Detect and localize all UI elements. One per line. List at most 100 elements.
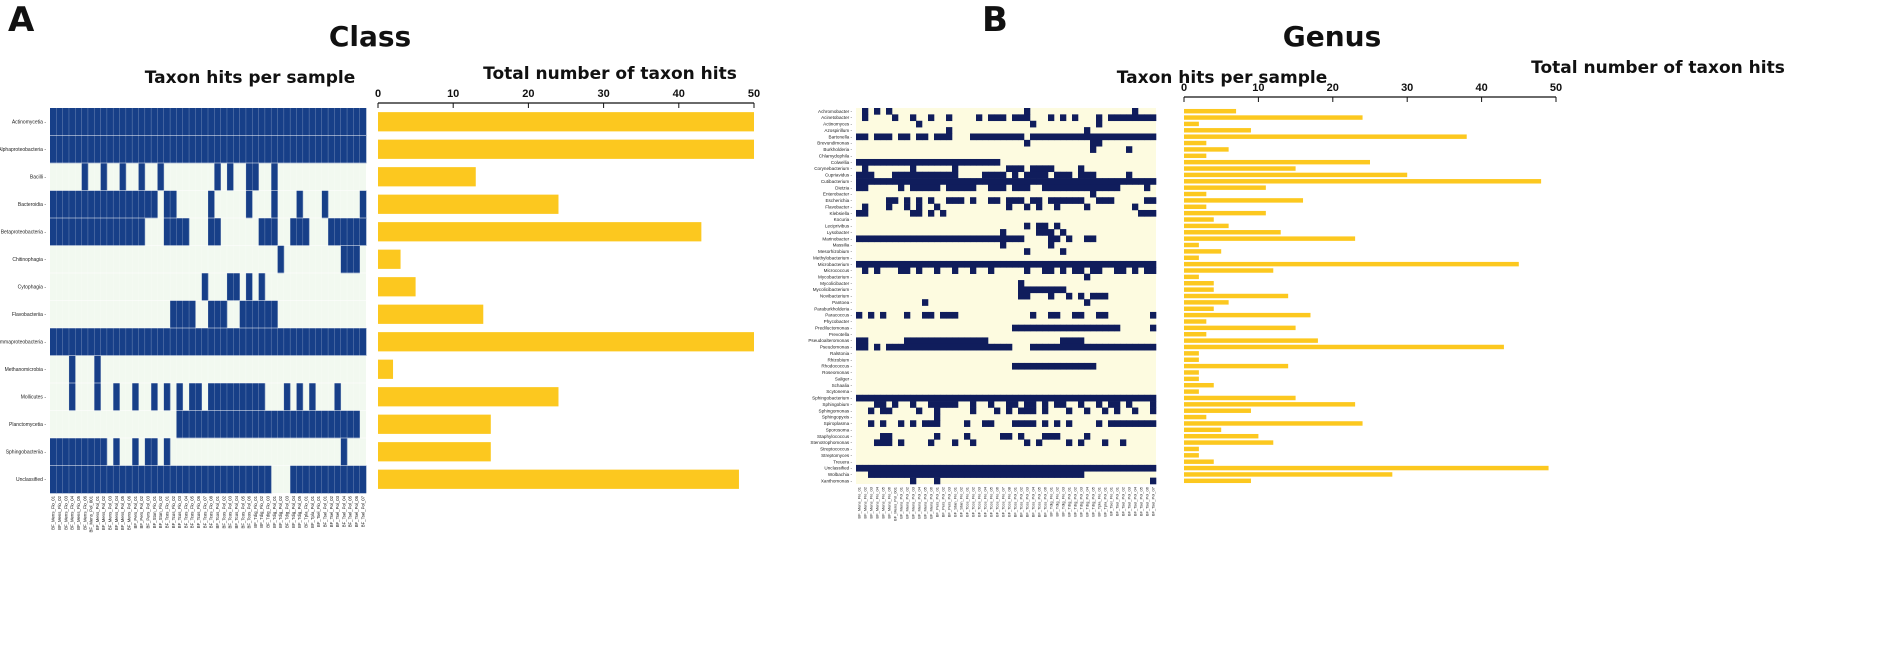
heatmap-a-cell	[163, 190, 171, 219]
heatmap-b-cell	[880, 133, 887, 141]
heatmap-a-cell	[170, 328, 177, 356]
heatmap-b-cell	[964, 433, 971, 440]
heatmap-b-cell	[952, 197, 959, 204]
heatmap-a-cell	[151, 108, 158, 136]
heatmap-a-column-label: BF_Tcos_Pol_02	[221, 495, 226, 528]
heatmap-b-cell	[946, 471, 953, 478]
heatmap-b-cell	[1030, 260, 1037, 268]
bar-b-bar	[1184, 459, 1214, 464]
heatmap-b-cell	[1018, 433, 1025, 440]
heatmap-a-cell	[258, 383, 266, 411]
heatmap-b-cell	[1096, 139, 1103, 147]
heatmap-b-cell	[1024, 184, 1031, 192]
heatmap-a-cell	[68, 328, 76, 356]
heatmap-a-cell	[220, 300, 228, 329]
heatmap-b-cell	[904, 197, 911, 204]
heatmap-b-cell	[1090, 133, 1097, 141]
heatmap-a-cell	[144, 328, 152, 356]
heatmap-b-cell	[976, 114, 983, 122]
heatmap-a-cell	[290, 465, 297, 494]
bar-b-bar	[1184, 268, 1274, 273]
heatmap-b-cell	[880, 401, 887, 408]
heatmap-b-cell	[940, 337, 947, 345]
heatmap-b-column-label: BF_Tcos_Pol_03	[1024, 486, 1029, 517]
heatmap-b-cell	[910, 464, 917, 472]
heatmap-b-column-label: BF_Mens_Pol_03	[910, 486, 915, 519]
heatmap-a-cell	[176, 218, 184, 246]
heatmap-b-cell	[1030, 394, 1037, 402]
heatmap-b-cell	[1060, 197, 1067, 204]
heatmap-b-cell	[916, 337, 923, 345]
heatmap-a-column-label: BF_Tdig_Pol_04	[291, 495, 296, 528]
heatmap-b-cell	[1132, 394, 1139, 402]
heatmap-b-cell	[1048, 292, 1055, 300]
heatmap-b-cell	[1126, 260, 1133, 268]
heatmap-b-column-label: BF_Stan_Flo_01	[952, 486, 957, 517]
heatmap-a-cell	[277, 328, 285, 356]
heatmap-b-cell	[940, 209, 947, 217]
heatmap-b-cell	[1126, 133, 1133, 141]
heatmap-b-cell	[946, 394, 953, 402]
heatmap-b-cell	[1150, 114, 1157, 122]
heatmap-b-cell	[1006, 471, 1013, 478]
heatmap-b-cell	[946, 235, 953, 243]
heatmap-b-cell	[1042, 394, 1049, 402]
heatmap-a-cell	[163, 383, 171, 411]
heatmap-a-cell	[283, 135, 291, 164]
heatmap-b-cell	[1150, 133, 1157, 141]
heatmap-b-cell	[898, 464, 905, 472]
heatmap-a-cell	[296, 410, 304, 439]
bar-b-bar	[1184, 433, 1259, 439]
heatmap-a-cell	[245, 273, 253, 301]
heatmap-b-cell	[1084, 184, 1091, 192]
heatmap-b-cell	[886, 433, 893, 440]
heatmap-a-cell	[214, 383, 221, 411]
heatmap-a-cell	[347, 108, 354, 136]
heatmap-a-cell	[163, 135, 171, 164]
heatmap-b-cell	[946, 401, 953, 408]
heatmap-b-cell	[1096, 401, 1103, 408]
heatmap-a-cell	[208, 410, 215, 439]
heatmap-a-cell	[68, 355, 76, 384]
heatmap-a-column-label: BF_Stan_Flo_01	[152, 495, 157, 528]
heatmap-b-cell	[1138, 209, 1145, 217]
heatmap-a-cell	[87, 108, 95, 136]
heatmap-a-cell	[94, 108, 101, 136]
heatmap-b-cell	[970, 260, 977, 268]
bar-b-bar	[1184, 147, 1229, 152]
heatmap-b-cell	[1036, 343, 1043, 351]
heatmap-b-row-label: Unclassified -	[824, 466, 852, 471]
heatmap-b-cell	[1018, 197, 1025, 204]
heatmap-b-cell	[1096, 394, 1103, 402]
heatmap-b-cell	[1042, 178, 1049, 185]
heatmap-a-cell	[50, 438, 57, 466]
heatmap-b-cell	[1096, 120, 1103, 128]
heatmap-b-cell	[1030, 133, 1037, 141]
heatmap-b-row-label: Enterobacter -	[823, 192, 853, 197]
heatmap-b-cell	[856, 235, 863, 243]
heatmap-b-cell	[880, 311, 887, 319]
heatmap-b-cell	[1108, 343, 1115, 351]
bar-a-tick-label: 0	[375, 88, 381, 100]
bar-b-bar	[1184, 332, 1207, 337]
heatmap-a-cell	[138, 190, 146, 219]
heatmap-b-cell	[1054, 471, 1061, 478]
heatmap-a-row-label: Cytophagia -	[18, 285, 47, 291]
heatmap-b-cell	[958, 178, 965, 185]
heatmap-b-cell	[1012, 133, 1019, 141]
heatmap-a-cell	[106, 108, 114, 136]
heatmap-a-column-label: BF_Mens_Pol_02	[101, 495, 106, 530]
heatmap-a-cell	[315, 410, 323, 439]
heatmap-a-cell	[359, 190, 367, 219]
heatmap-b-cell	[868, 420, 875, 427]
heatmap-b-cell	[928, 471, 935, 478]
heatmap-b-cell	[1078, 184, 1085, 192]
heatmap-b-cell	[898, 184, 905, 192]
heatmap-a-column-label: BF_Mens_Flo_04	[70, 495, 75, 530]
heatmap-a-column-label: BF_Tcos_Flo_02	[171, 495, 176, 528]
heatmap-b-row-label: Treuera -	[833, 459, 852, 464]
heatmap-b-cell	[1078, 171, 1085, 179]
heatmap-b-cell	[1018, 420, 1025, 427]
heatmap-b-cell	[1120, 343, 1127, 351]
heatmap-b-cell	[1060, 337, 1067, 345]
